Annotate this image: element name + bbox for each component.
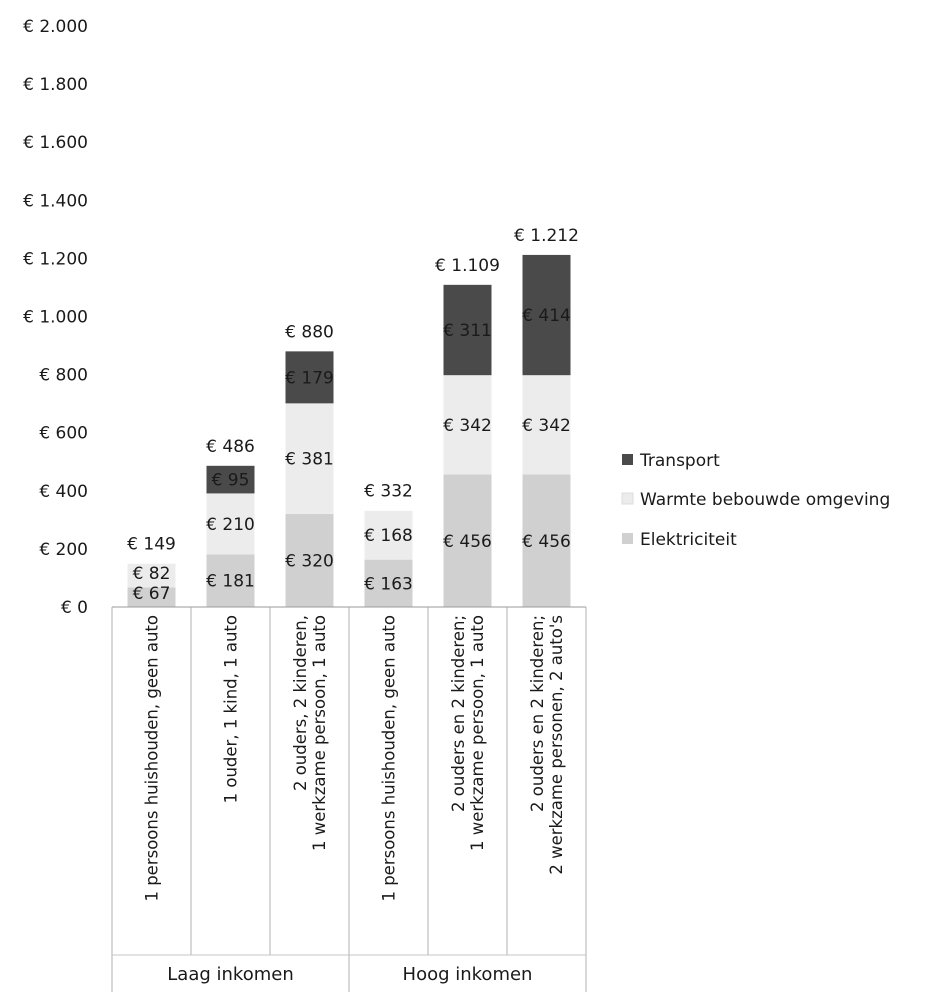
y-axis: € 0 € 200 € 400 € 600 € 800 € 1.000 € 1.200 € 1…	[23, 17, 88, 618]
y-tick-label: € 2.000	[23, 17, 88, 37]
bar-segment-warmte-bebouwde-omgeving	[443, 375, 492, 475]
bar-segment-warmte-bebouwde-omgeving	[206, 493, 255, 555]
y-tick-label: € 200	[39, 540, 88, 560]
total-value-label: € 149	[127, 535, 176, 555]
total-value-label: € 1.109	[435, 256, 500, 276]
y-tick-label: € 0	[61, 598, 88, 618]
group-label: Laag inkomen	[167, 964, 293, 985]
bar-segment-transport	[443, 284, 492, 376]
category-label-line: 1 ouder, 1 kind, 1 auto	[222, 615, 241, 803]
category-label-line: 2 ouders en 2 kinderen;	[449, 615, 468, 812]
y-tick-label: € 1.800	[23, 75, 88, 95]
segment-value-label: € 342	[522, 416, 571, 436]
legend-label: Elektriciteit	[640, 530, 737, 550]
bar-segment-transport	[285, 351, 334, 404]
x-axis: 1 persoons huishouden, geen auto 1 ouder,…	[111, 606, 587, 992]
y-tick-label: € 400	[39, 482, 88, 502]
segment-value-label: € 456	[522, 532, 571, 552]
segment-value-label: € 67	[133, 584, 171, 604]
total-value-label: € 486	[206, 437, 255, 457]
segment-value-label: € 381	[285, 450, 334, 470]
segment-value-label: € 342	[443, 416, 492, 436]
total-value-label: € 332	[364, 482, 413, 502]
bar-segment-warmte-bebouwde-omgeving	[127, 563, 176, 588]
legend-label: Transport	[639, 451, 720, 471]
category-label: 1 ouder, 1 kind, 1 auto	[222, 615, 241, 803]
y-tick-label: € 1.200	[23, 249, 88, 269]
category-label: 1 persoons huishouden, geen auto	[143, 615, 162, 902]
y-tick-label: € 1.000	[23, 308, 88, 328]
segment-value-label: € 163	[364, 574, 413, 594]
bar-segment-elektriciteit	[285, 514, 334, 607]
total-value-label: € 1.212	[514, 226, 579, 246]
category-label-line: 1 werkzame persoon, 1 auto	[310, 615, 329, 851]
total-value-label: € 880	[285, 322, 334, 342]
legend-swatch	[622, 454, 633, 465]
segment-value-label: € 414	[522, 306, 571, 326]
category-label-line: 1 persoons huishouden, geen auto	[380, 615, 399, 902]
category-label: 1 persoons huishouden, geen auto	[380, 615, 399, 902]
category-label: 2 ouders en 2 kinderen; 1 werkzame persoo…	[449, 615, 487, 851]
category-label-line: 2 werkzame personen, 2 auto's	[547, 615, 566, 875]
segment-value-label: € 168	[364, 526, 413, 546]
segment-value-label: € 311	[443, 321, 492, 341]
bar-segment-warmte-bebouwde-omgeving	[285, 403, 334, 515]
y-tick-label: € 600	[39, 424, 88, 444]
category-label-line: 1 persoons huishouden, geen auto	[143, 615, 162, 902]
bar-segment-transport	[206, 465, 255, 494]
legend-swatch	[622, 533, 633, 544]
segment-value-label: € 320	[285, 552, 334, 572]
bar-segment-warmte-bebouwde-omgeving	[522, 375, 571, 475]
bar-segment-elektriciteit	[443, 474, 492, 607]
bar-segment-elektriciteit	[522, 474, 571, 607]
category-label: 2 ouders en 2 kinderen; 2 werkzame person…	[528, 615, 566, 875]
category-label-line: 2 ouders en 2 kinderen;	[528, 615, 547, 812]
y-tick-label: € 800	[39, 366, 88, 386]
y-tick-label: € 1.600	[23, 133, 88, 153]
bar-segment-elektriciteit	[206, 554, 255, 607]
bar-segment-elektriciteit	[364, 559, 413, 607]
bar-segment-transport	[522, 254, 571, 376]
bar-segment-elektriciteit	[127, 587, 176, 607]
legend: Transport Warmte bebouwde omgeving Elektri…	[621, 451, 890, 550]
segment-value-label: € 82	[133, 564, 171, 584]
legend-label: Warmte bebouwde omgeving	[640, 490, 890, 510]
y-tick-label: € 1.400	[23, 191, 88, 211]
legend-swatch	[621, 492, 634, 505]
segment-value-label: € 95	[212, 471, 250, 491]
segment-value-label: € 181	[206, 572, 255, 592]
category-label: 2 ouders, 2 kinderen, 1 werkzame persoon,…	[291, 615, 329, 851]
bar-segment-warmte-bebouwde-omgeving	[364, 510, 413, 560]
segment-value-label: € 456	[443, 532, 492, 552]
category-label-line: 2 ouders, 2 kinderen,	[291, 615, 310, 791]
segment-value-label: € 210	[206, 515, 255, 535]
bars: € 67€ 82 € 149 € 181 € 210 € 95 € 486 € 320 € 3…	[127, 226, 579, 607]
category-label-line: 1 werkzame persoon, 1 auto	[468, 615, 487, 851]
group-label: Hoog inkomen	[403, 964, 533, 985]
segment-value-label: € 179	[285, 368, 334, 388]
